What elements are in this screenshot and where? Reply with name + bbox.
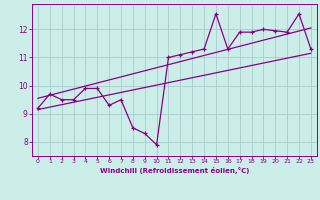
X-axis label: Windchill (Refroidissement éolien,°C): Windchill (Refroidissement éolien,°C) <box>100 167 249 174</box>
